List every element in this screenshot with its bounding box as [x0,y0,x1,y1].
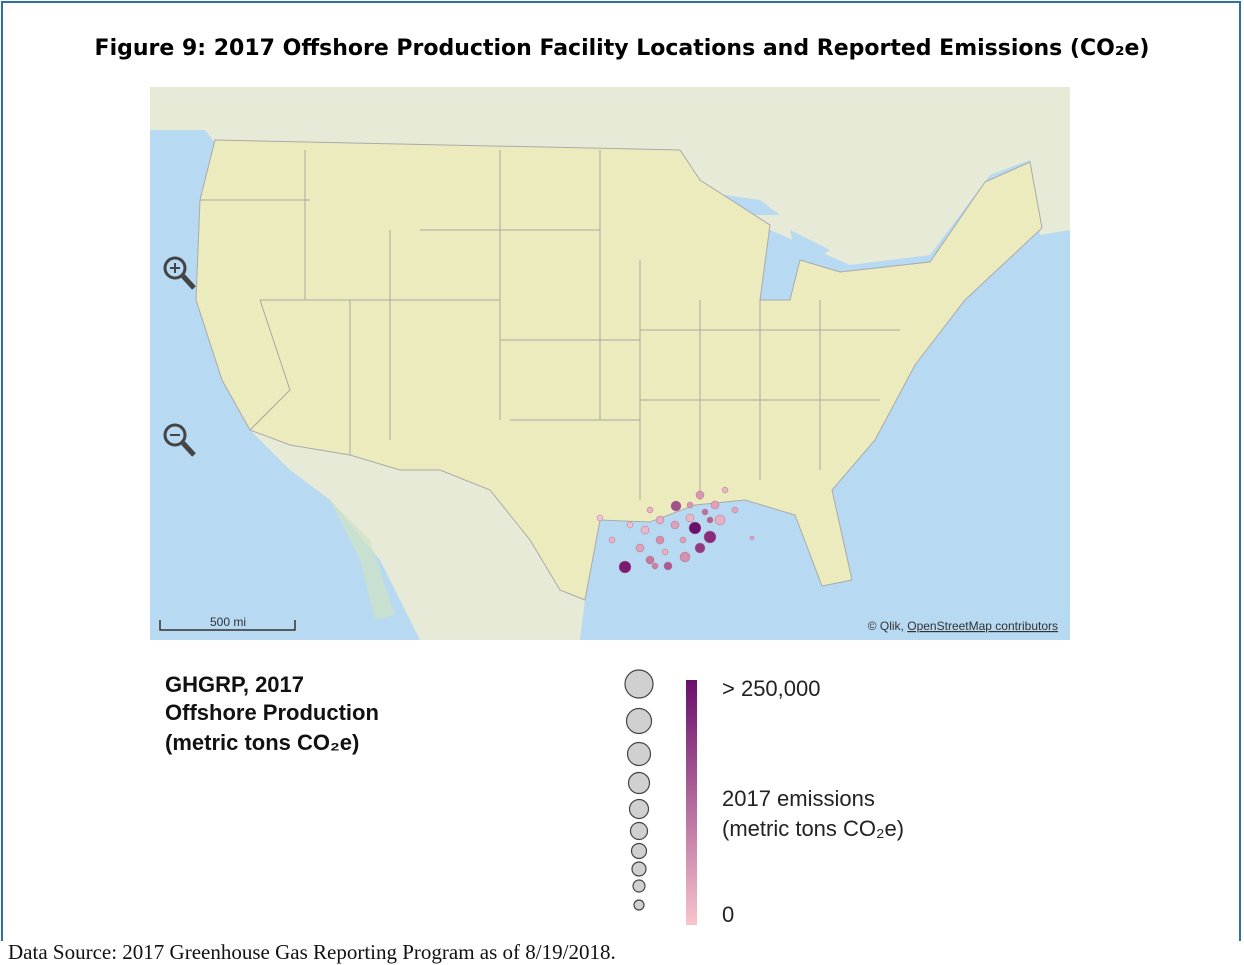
scale-label: 500 mi [210,615,246,629]
legend-title: (metric tons CO₂e) [165,730,360,755]
legend-title: GHGRP, 2017 [165,672,305,697]
legend-label: (metric tons CO₂e) [722,816,905,841]
legend-label: 2017 emissions [722,786,875,811]
zoom-in[interactable] [163,256,196,290]
legend-title: Offshore Production [165,700,379,725]
figure-title: Figure 9: 2017 Offshore Production Facil… [94,36,1150,61]
attribution-link[interactable]: OpenStreetMap contributors [907,619,1058,633]
legend-symbols [624,669,697,925]
legend-max: > 250,000 [722,676,821,701]
map[interactable]: 500 mi © Qlik, OpenStreetMap contributor… [150,87,1070,640]
data-source: Data Source: 2017 Greenhouse Gas Reporti… [8,940,616,964]
attribution: © Qlik, OpenStreetMap contributors [868,619,1058,633]
figure-border [1,1,1241,941]
attribution-prefix: © Qlik, [868,619,904,633]
legend-min: 0 [722,902,735,927]
zoom-out[interactable] [163,423,196,457]
